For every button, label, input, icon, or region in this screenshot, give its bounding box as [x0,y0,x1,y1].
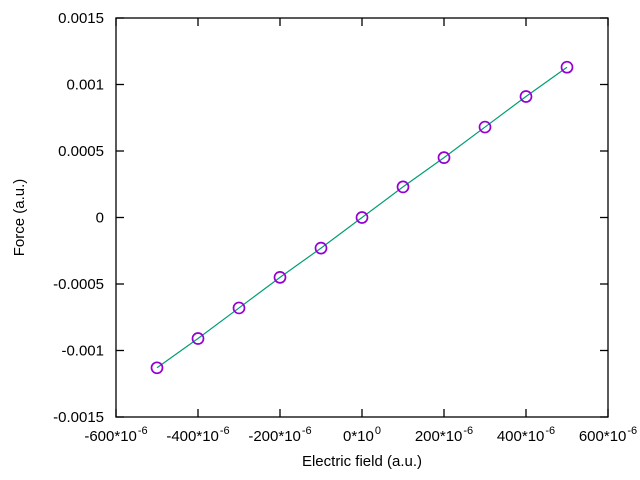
data-point-marker [396,180,410,194]
x-tick-label: 600*10-6 [579,425,637,445]
plot-area: -600*10-6 -400*10-6 -200*10-6 0*100 200*10-6… [53,10,637,445]
y-tick-label: -0.0005 [53,276,104,293]
data-point-marker [232,301,246,315]
x-tick-label: -600*10-6 [84,425,147,445]
x-tick-label: 200*10-6 [415,425,473,445]
y-tick-label: -0.0015 [53,409,104,426]
y-tick-label: 0.0015 [58,10,104,27]
x-tick-label: -200*10-6 [248,425,311,445]
data-point-marker [355,211,369,224]
y-tick-label: -0.001 [61,343,104,360]
data-point-marker [437,151,451,164]
data-point-marker [314,241,328,255]
data-point-marker [191,332,205,345]
x-tick-label: -400*10-6 [166,425,229,445]
x-axis-title: Electric field (a.u.) [302,453,422,470]
y-tick-label: 0 [96,210,104,227]
data-line [156,66,568,369]
x-tick-label: 400*10-6 [497,425,555,445]
y-axis-title: Force (a.u.) [11,179,28,257]
data-point-marker [519,90,533,103]
y-tick-label: 0.0005 [58,143,104,160]
data-point-marker [273,271,287,284]
data-point-marker [478,120,492,134]
y-tick-label: 0.001 [66,77,104,94]
data-point-marker [150,361,164,375]
data-point-marker [560,60,574,74]
x-tick-label: 0*100 [343,425,381,445]
